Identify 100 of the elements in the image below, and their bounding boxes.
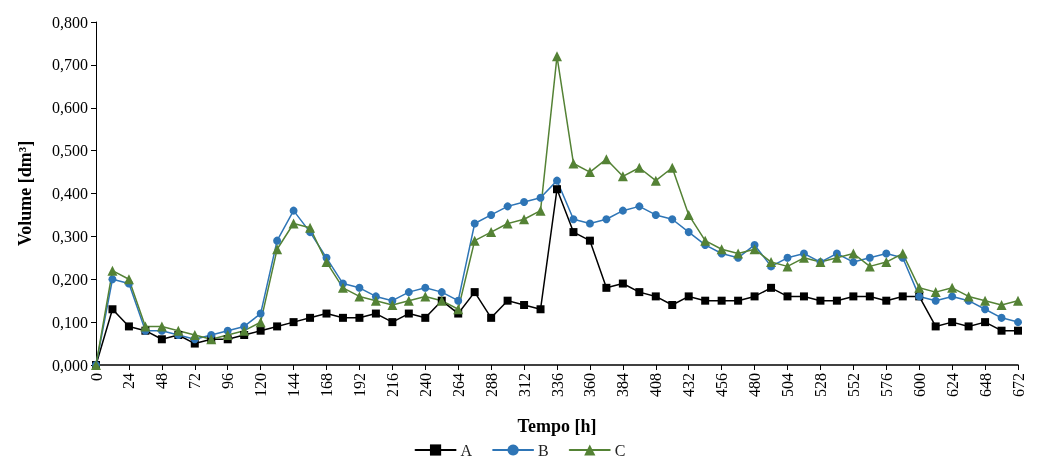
point <box>684 292 693 301</box>
x-tick-label: 408 <box>647 373 665 397</box>
x-tick-label: 24 <box>120 373 138 389</box>
point <box>503 296 512 305</box>
point <box>306 313 315 322</box>
point <box>1013 295 1023 306</box>
point <box>1014 318 1022 327</box>
point <box>635 202 644 211</box>
x-tick-label: 456 <box>713 373 731 397</box>
x-tick-label: 552 <box>844 373 862 397</box>
point <box>189 329 200 340</box>
y-tick-label: 0,800 <box>52 13 88 31</box>
point <box>289 206 298 215</box>
point <box>569 228 578 237</box>
x-tick-label: 264 <box>449 373 467 397</box>
point <box>371 309 380 318</box>
point <box>749 244 760 255</box>
point <box>766 257 777 268</box>
point <box>355 313 364 322</box>
point <box>354 291 365 302</box>
point <box>403 295 414 306</box>
point <box>865 253 874 262</box>
point <box>602 283 611 292</box>
point <box>108 275 117 284</box>
point <box>108 305 117 314</box>
x-tick-label: 144 <box>285 373 303 397</box>
x-tick-label: 624 <box>943 373 961 397</box>
x-tick-label: 336 <box>548 373 566 397</box>
point <box>585 236 594 245</box>
point <box>255 317 266 328</box>
point <box>222 329 233 340</box>
point <box>107 265 118 276</box>
point <box>123 274 134 285</box>
point <box>486 227 497 238</box>
point <box>947 282 958 293</box>
point <box>716 244 727 255</box>
point <box>948 318 957 327</box>
x-tick-label: 360 <box>581 373 599 397</box>
point <box>733 248 744 259</box>
x-tick-label: 480 <box>746 373 764 397</box>
point <box>370 295 381 306</box>
point <box>553 185 561 194</box>
point <box>980 295 991 306</box>
x-tick-label: 96 <box>219 373 237 389</box>
point <box>964 322 973 331</box>
point <box>717 296 726 305</box>
point <box>470 219 479 228</box>
point <box>503 202 512 211</box>
point <box>520 198 529 207</box>
y-tick-label: 0,700 <box>52 56 88 74</box>
x-tick-label: 672 <box>1009 373 1027 397</box>
x-axis-title: Tempo [h] <box>517 416 597 436</box>
point <box>569 215 578 224</box>
point <box>816 296 825 305</box>
point <box>520 300 529 309</box>
point <box>519 214 530 225</box>
x-tick-label: 600 <box>910 373 928 397</box>
x-tick-label: 432 <box>680 373 698 397</box>
point <box>487 313 496 322</box>
point <box>882 249 891 258</box>
point <box>272 244 283 255</box>
point <box>388 318 397 327</box>
x-tick-label: 216 <box>383 373 401 397</box>
point <box>239 325 250 336</box>
point <box>487 210 496 219</box>
point <box>798 252 809 263</box>
point <box>568 158 579 169</box>
point <box>157 335 166 344</box>
point <box>470 288 479 297</box>
point <box>256 309 265 318</box>
point <box>948 292 957 301</box>
point <box>552 51 562 62</box>
y-tick-label: 0,500 <box>52 142 88 160</box>
x-tick-label: 120 <box>252 373 270 397</box>
point <box>914 282 925 293</box>
x-tick-label: 72 <box>186 373 204 389</box>
point <box>931 322 940 331</box>
point <box>338 313 347 322</box>
point <box>668 215 677 224</box>
point <box>387 299 398 310</box>
point <box>782 261 793 272</box>
x-tick-label: 648 <box>976 373 994 397</box>
point <box>173 325 184 336</box>
point <box>536 193 545 202</box>
point <box>700 235 711 246</box>
y-axis-title: Volume [dm³] <box>15 140 35 247</box>
point <box>930 287 941 298</box>
x-tick-label: 288 <box>482 373 500 397</box>
x-tick-label: 312 <box>515 373 533 397</box>
point <box>553 176 561 185</box>
point <box>651 292 660 301</box>
point <box>256 326 265 335</box>
point <box>668 300 677 309</box>
point <box>584 167 595 178</box>
point <box>750 292 759 301</box>
legend-label: B <box>538 441 549 459</box>
point <box>997 313 1006 322</box>
point <box>849 292 858 301</box>
point <box>124 322 133 331</box>
point <box>454 296 463 305</box>
